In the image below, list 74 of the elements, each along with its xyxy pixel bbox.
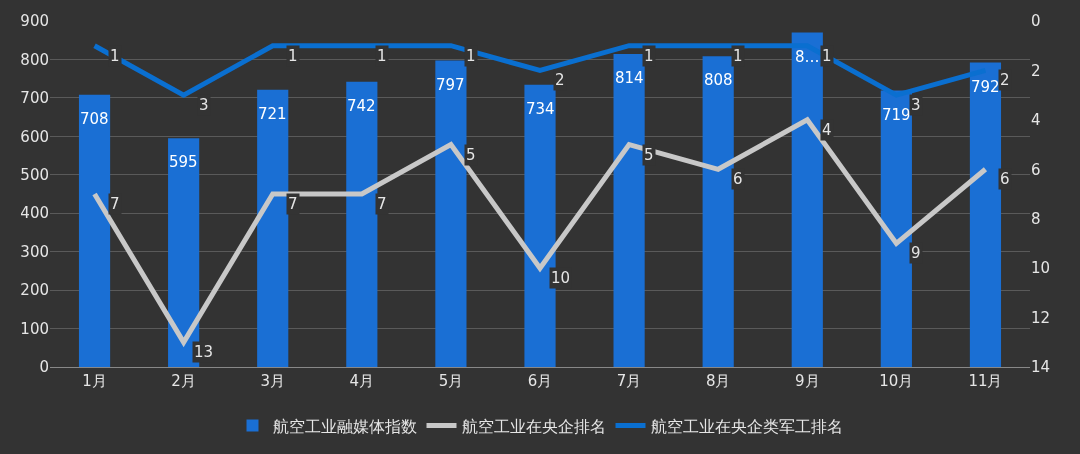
x-tick-label: 5月 [438, 372, 464, 390]
legend-label: 航空工业融媒体指数 [272, 416, 417, 436]
y-tick-label: 900 [20, 12, 49, 31]
y-tick-label: 600 [20, 127, 49, 146]
bar [435, 60, 467, 367]
bar [613, 54, 645, 367]
data-label: 4 [822, 121, 832, 139]
x-tick-label: 9月 [795, 372, 820, 390]
y2-tick-label: 4 [1031, 111, 1041, 130]
x-tick-label: 7月 [616, 372, 642, 390]
x-tick-label: 2月 [171, 372, 196, 390]
bar [791, 32, 823, 367]
data-label: 1 [644, 47, 654, 65]
y-tick-label: 100 [20, 319, 49, 338]
y-tick-label: 200 [20, 281, 49, 300]
y-tick-label: 300 [20, 242, 49, 261]
data-label: 9 [911, 244, 921, 262]
y-tick-label: 700 [20, 89, 49, 108]
data-label: 742 [347, 97, 376, 115]
data-label: 3 [911, 96, 921, 114]
y2-tick-label: 10 [1031, 259, 1051, 278]
data-label: 1 [822, 47, 832, 65]
data-label: 5 [466, 146, 476, 164]
bar [880, 90, 912, 367]
x-tick-label: 3月 [260, 372, 285, 390]
y2-tick-label: 2 [1031, 61, 1041, 80]
bar [969, 62, 1002, 367]
data-label: 7 [110, 195, 120, 213]
y-tick-label: 500 [20, 166, 49, 185]
y-tick-label: 0 [39, 358, 49, 377]
data-label: 1 [110, 47, 120, 65]
data-label: 1 [288, 47, 298, 65]
x-tick-label: 8月 [705, 372, 731, 390]
data-label: 808 [704, 71, 733, 89]
data-label: 797 [436, 76, 465, 94]
data-label: 5 [644, 146, 654, 164]
data-label: 719 [882, 106, 911, 124]
y-tick-label: 400 [20, 204, 49, 223]
data-label: 10 [551, 269, 571, 287]
data-label: 7 [288, 195, 298, 213]
data-label: 721 [258, 105, 287, 123]
data-label: 708 [80, 110, 109, 128]
data-label: 2 [1000, 71, 1010, 89]
data-label: 6 [733, 170, 743, 188]
data-label: 792 [971, 78, 1000, 96]
y2-tick-label: 8 [1031, 209, 1041, 228]
data-label: 814 [615, 69, 644, 87]
bar [346, 81, 378, 367]
x-tick-label: 11月 [968, 372, 1003, 390]
legend-label: 航空工业在央企排名 [461, 416, 606, 436]
data-label: 734 [526, 100, 555, 118]
data-label: 595 [169, 153, 198, 171]
data-label: 7 [377, 195, 387, 213]
data-label: 13 [194, 343, 214, 361]
data-label: 6 [1000, 170, 1010, 188]
y-tick-label: 800 [20, 50, 49, 69]
y2-tick-label: 14 [1031, 358, 1051, 377]
data-label: 1 [733, 47, 743, 65]
bar [257, 89, 289, 367]
x-tick-label: 10月 [879, 372, 914, 390]
y2-tick-label: 12 [1031, 308, 1051, 327]
bar [702, 56, 734, 367]
data-label: 8… [795, 48, 820, 66]
y2-tick-label: 6 [1031, 160, 1041, 179]
x-tick-label: 4月 [349, 372, 375, 390]
legend-label: 航空工业在央企类军工排名 [650, 416, 843, 436]
x-tick-label: 1月 [82, 372, 107, 390]
data-label: 1 [377, 47, 387, 65]
y2-tick-label: 0 [1031, 12, 1041, 31]
data-label: 2 [555, 71, 565, 89]
bar [78, 94, 111, 367]
data-label: 3 [199, 96, 209, 114]
data-label: 1 [466, 47, 476, 65]
x-tick-label: 6月 [527, 372, 553, 390]
